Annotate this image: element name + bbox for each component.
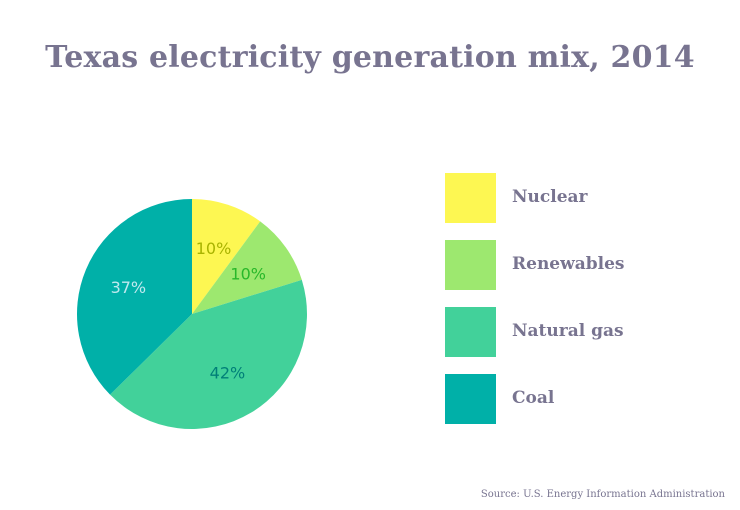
legend-label-nuclear: Nuclear: [512, 187, 588, 207]
slice-label-coal: 37%: [111, 278, 147, 297]
chart-title: Texas electricity generation mix, 2014: [45, 40, 695, 75]
slice-label-renewables: 10%: [230, 264, 266, 283]
slice-label-nuclear: 10%: [196, 239, 232, 258]
pie-slice-renewables: [192, 221, 302, 314]
legend-swatch-nuclear: [445, 173, 496, 223]
legend-item-coal: Coal: [445, 374, 705, 424]
legend-label-natural-gas: Natural gas: [512, 321, 624, 341]
legend-label-renewables: Renewables: [512, 254, 625, 274]
pie-slice-natural-gas: [110, 279, 308, 430]
legend-swatch-coal: [445, 374, 496, 424]
legend-item-renewables: Renewables: [445, 240, 705, 290]
pie-slice-nuclear: [192, 199, 261, 314]
legend-item-natural-gas: Natural gas: [445, 307, 705, 357]
slice-label-natural-gas: 42%: [210, 364, 246, 383]
source-note: Source: U.S. Energy Information Administ…: [480, 489, 725, 500]
legend-swatch-renewables: [445, 240, 496, 290]
legend-item-nuclear: Nuclear: [445, 173, 705, 223]
legend-label-coal: Coal: [512, 388, 555, 408]
legend-swatch-natural-gas: [445, 307, 496, 357]
pie-slice-coal: [76, 199, 192, 395]
